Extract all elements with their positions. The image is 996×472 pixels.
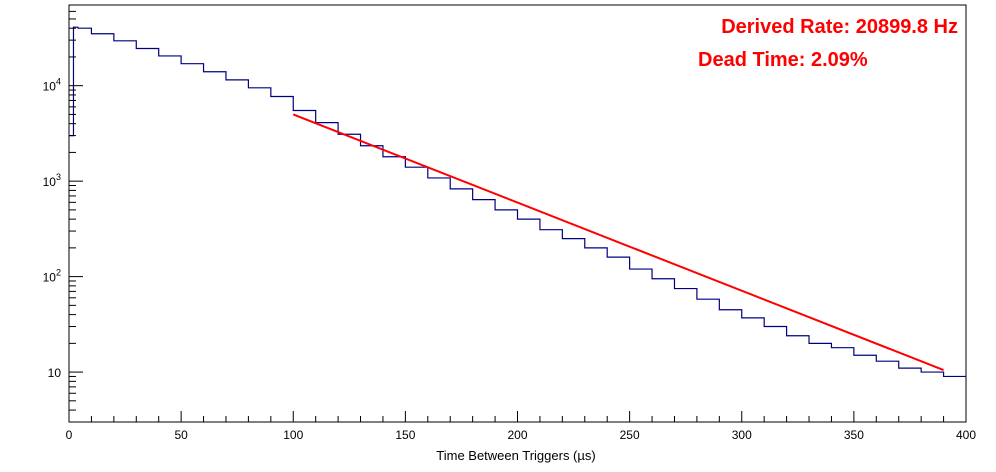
fit-line bbox=[292, 113, 944, 371]
annotation-dead-time: Dead Time: 2.09% bbox=[698, 49, 868, 71]
x-tick-label: 0 bbox=[66, 428, 73, 442]
x-tick-label: 50 bbox=[174, 428, 188, 442]
x-tick-label: 100 bbox=[283, 428, 303, 442]
x-tick-label: 150 bbox=[395, 428, 415, 442]
y-tick-label: 104 bbox=[43, 77, 61, 94]
x-tick-label: 200 bbox=[507, 428, 527, 442]
x-axis-title: Time Between Triggers (µs) bbox=[436, 448, 595, 463]
y-tick-label: 103 bbox=[43, 172, 61, 189]
x-tick-label: 400 bbox=[956, 428, 976, 442]
x-axis: 0 50 100 150 200 250 300 350 400 bbox=[66, 411, 976, 442]
histogram-layer bbox=[69, 26, 966, 378]
x-tick-label: 300 bbox=[732, 428, 752, 442]
annotation-derived-rate: Derived Rate: 20899.8 Hz bbox=[721, 16, 958, 38]
y-axis: 10 102 103 104 bbox=[43, 4, 83, 423]
x-tick-label: 250 bbox=[620, 428, 640, 442]
y-tick-label: 102 bbox=[43, 268, 61, 285]
x-tick-label: 350 bbox=[844, 428, 864, 442]
histogram-series bbox=[69, 26, 966, 378]
fit-layer bbox=[292, 113, 944, 371]
y-tick-label: 10 bbox=[48, 366, 62, 380]
